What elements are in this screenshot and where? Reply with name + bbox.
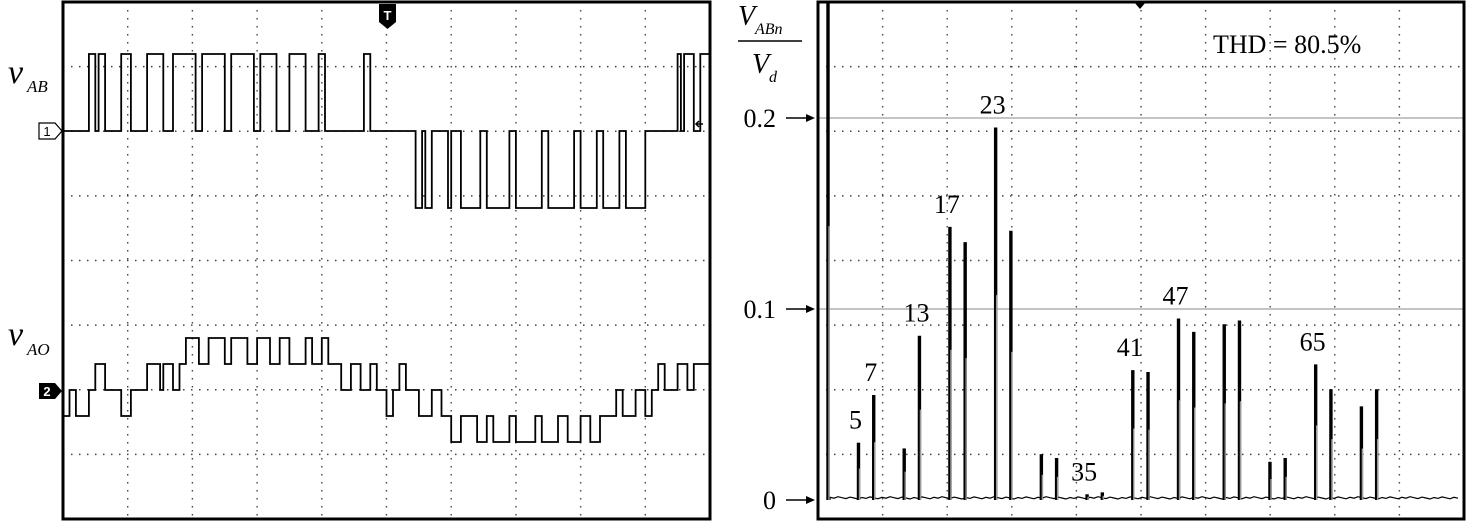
spectrum-ytick-arrow-head [806, 114, 815, 122]
spectrum-ytick-label: 0 [763, 486, 776, 515]
vab-label-main: v [8, 54, 24, 91]
vab-waveform-trace [63, 53, 710, 209]
spectrum-y-ticks: 0 0.1 0.2 [744, 104, 815, 515]
ylabel-bottom-main: V [752, 49, 772, 80]
vab-label-sub: AB [26, 77, 48, 96]
spectrum-ytick-arrow-head [806, 496, 815, 504]
ylabel-bottom-sub: d [769, 69, 778, 86]
spectrum-bars [826, 2, 1379, 500]
spectrum-top-marker [1134, 2, 1146, 9]
vao-label-main: v [8, 316, 24, 353]
channel2-marker: 2 [39, 383, 62, 399]
vao-label: v AO [8, 316, 50, 359]
spectrum-harmonic-label-35: 35 [1071, 457, 1097, 486]
spectrum-reference-lines [818, 117, 1464, 310]
spectrum-ytick-arrow-head [806, 305, 815, 313]
waveform-grid [63, 2, 710, 519]
spectrum-noise-floor [829, 496, 1459, 500]
spectrum-harmonic-labels: 57 13 17 23 35 41 47 65 [849, 91, 1326, 487]
thd-annotation: THD = 80.5% [1213, 30, 1361, 59]
waveform-frame [61, 0, 712, 521]
spectrum-grid [818, 2, 1464, 519]
spectrum-harmonic-label-23: 23 [980, 91, 1006, 120]
spectrum-panel: 57 13 17 23 35 41 47 65 0 0.1 0.2 V ABn V d THD =… [738, 0, 1466, 521]
channel2-marker-label: 2 [43, 384, 50, 399]
vab-label: v AB [8, 54, 48, 96]
spectrum-harmonic-label-17: 17 [934, 190, 960, 219]
spectrum-ytick-label: 0.2 [744, 104, 777, 133]
waveform-panel: T 1 2 v AB v AO [8, 0, 712, 521]
channel1-edge-arrow [694, 120, 703, 128]
spectrum-ylabel: V ABn V d [738, 1, 802, 86]
spectrum-harmonic-label-7: 7 [864, 358, 877, 387]
spectrum-harmonic-label-5: 5 [849, 406, 862, 435]
spectrum-harmonic-label-41: 41 [1117, 333, 1143, 362]
spectrum-ytick-label: 0.1 [744, 295, 777, 324]
ylabel-top-sub: ABn [754, 21, 783, 38]
spectrum-harmonic-label-65: 65 [1300, 327, 1326, 356]
spectrum-harmonic-label-47: 47 [1163, 282, 1189, 311]
channel1-marker-label: 1 [43, 124, 50, 139]
trigger-marker: T [379, 4, 396, 29]
vao-waveform-trace [63, 337, 711, 443]
channel1-marker: 1 [38, 122, 63, 140]
vao-label-sub: AO [26, 340, 50, 359]
trigger-marker-label: T [384, 8, 392, 23]
spectrum-harmonic-label-13: 13 [903, 299, 929, 328]
ylabel-top-main: V [738, 1, 758, 32]
